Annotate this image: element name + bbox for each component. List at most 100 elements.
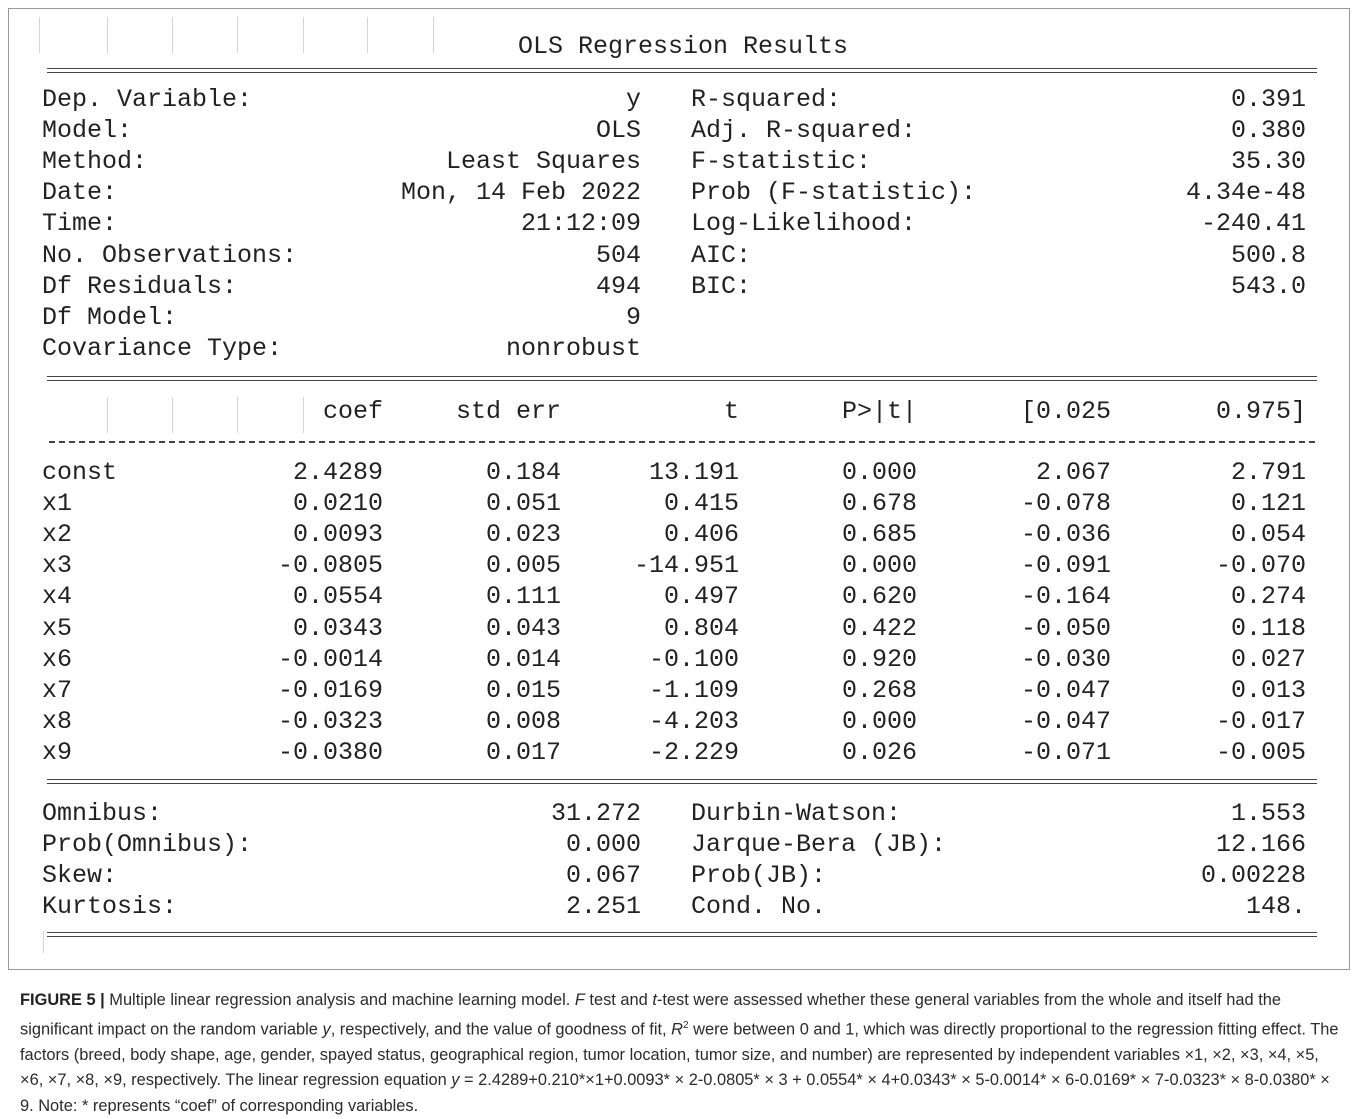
table-cell: 0.000 [841, 458, 917, 487]
summary-label: Covariance Type: [42, 333, 283, 363]
table-cell: -2.229 [648, 737, 739, 767]
rule-coef-end [47, 779, 1317, 784]
table-cell: -0.0323 [277, 706, 383, 736]
table-cell: -0.164 [1020, 582, 1111, 612]
table-cell: 0.0343 [292, 613, 383, 643]
summary-label: Adj. R-squared: [691, 116, 917, 146]
diagnostic-label: Durbin-Watson: [691, 799, 902, 828]
summary-label: Log-Likelihood: [691, 209, 917, 239]
column-guide [237, 397, 238, 433]
table-cell: -0.047 [1020, 706, 1111, 736]
summary-value: nonrobust [505, 333, 641, 363]
table-cell: 0.0554 [292, 582, 383, 612]
summary-label: R-squared: [691, 85, 842, 114]
diagnostic-label: Cond. No. [691, 892, 827, 922]
table-cell: 0.014 [485, 644, 561, 674]
table-cell: -0.071 [1020, 737, 1111, 767]
diagnostic-value: 2.251 [565, 892, 641, 922]
diagnostic-value: 0.067 [565, 861, 641, 891]
summary-label: AIC: [691, 240, 752, 270]
caption-italic-r: R [671, 1020, 683, 1039]
table-cell: 0.111 [485, 582, 561, 612]
column-header: coef [322, 397, 383, 426]
variable-name: x3 [42, 551, 73, 581]
caption-text: Multiple linear regression analysis and … [104, 991, 575, 1009]
summary-value: 4.34e-48 [1185, 178, 1306, 208]
summary-value: 21:12:09 [520, 209, 641, 239]
caption-text: = 2.4289+0.210*×1+0.0093* × 2-0.0805* × … [20, 1071, 1330, 1115]
caption-italic-t: t [652, 991, 657, 1009]
table-cell: -0.100 [648, 644, 739, 674]
table-cell: 0.0093 [292, 520, 383, 550]
table-cell: 0.274 [1230, 582, 1306, 612]
summary-label: Model: [42, 116, 133, 146]
column-header: t [723, 397, 739, 426]
column-header: [0.025 [1020, 397, 1111, 426]
table-cell: 0.000 [841, 551, 917, 581]
table-cell: -0.0169 [277, 675, 383, 705]
table-cell: 0.121 [1230, 489, 1306, 519]
column-guide [172, 397, 173, 433]
caption-italic-f: F [574, 991, 585, 1009]
diagnostic-value: 1.553 [1230, 799, 1306, 828]
table-cell: 0.620 [841, 582, 917, 612]
table-cell: -0.017 [1215, 706, 1306, 736]
caption-text: were between 0 and 1, which was directly… [20, 1020, 1339, 1090]
caption-text: -test were assessed whether these genera… [20, 991, 1281, 1039]
table-cell: 0.043 [485, 613, 561, 643]
summary-label: No. Observations: [42, 240, 298, 270]
diagnostic-label: Omnibus: [42, 799, 163, 828]
variable-name: x8 [42, 706, 73, 736]
table-cell: 0.015 [485, 675, 561, 705]
table-cell: 0.685 [841, 520, 917, 550]
rule-header-dash [49, 441, 1315, 443]
table-cell: 0.415 [663, 489, 739, 519]
rule-top [47, 68, 1317, 73]
summary-value: 504 [595, 240, 641, 270]
table-cell: -0.030 [1020, 644, 1111, 674]
summary-label: F-statistic: [691, 147, 872, 177]
table-cell: -0.0380 [277, 737, 383, 767]
caption-text: test and [584, 991, 653, 1009]
column-guide [172, 17, 173, 53]
table-cell: -0.0014 [277, 644, 383, 674]
table-cell: 0.054 [1230, 520, 1306, 550]
table-cell: 0.027 [1230, 644, 1306, 674]
summary-value: 543.0 [1230, 271, 1306, 301]
diagnostic-value: 31.272 [550, 799, 641, 828]
table-cell: 2.4289 [292, 458, 383, 487]
diagnostic-label: Prob(JB): [691, 861, 827, 891]
table-cell: 0.017 [485, 737, 561, 767]
diagnostic-label: Kurtosis: [42, 892, 178, 922]
caption-italic-y: y [451, 1071, 460, 1090]
summary-value: y [625, 85, 641, 114]
table-cell: -0.005 [1215, 737, 1306, 767]
table-cell: 2.067 [1035, 458, 1111, 487]
table-cell: -0.070 [1215, 551, 1306, 581]
table-cell: 0.497 [663, 582, 739, 612]
column-guide [303, 397, 304, 433]
summary-label: Df Residuals: [42, 271, 238, 301]
column-guide [107, 397, 108, 433]
table-cell: 2.791 [1230, 458, 1306, 487]
caption-superscript: 2 [683, 1020, 689, 1032]
table-title: OLS Regression Results [517, 32, 849, 61]
summary-value: -240.41 [1200, 209, 1306, 239]
variable-name: x1 [42, 489, 73, 519]
column-guide [367, 17, 368, 53]
summary-label: Prob (F-statistic): [691, 178, 977, 208]
summary-value: 9 [625, 302, 641, 332]
table-cell: -4.203 [648, 706, 739, 736]
figure-label: FIGURE 5 | [20, 991, 105, 1009]
table-cell: 0.008 [485, 706, 561, 736]
table-cell: -1.109 [648, 675, 739, 705]
table-cell: 0.005 [485, 551, 561, 581]
diagnostic-label: Skew: [42, 861, 118, 891]
column-guide [39, 17, 40, 53]
table-cell: -0.091 [1020, 551, 1111, 581]
table-cell: 0.0210 [292, 489, 383, 519]
diagnostic-value: 0.00228 [1200, 861, 1306, 891]
figure-caption: FIGURE 5 | Multiple linear regression an… [20, 988, 1342, 1119]
variable-name: const [42, 458, 118, 487]
diagnostic-value: 12.166 [1215, 830, 1306, 860]
